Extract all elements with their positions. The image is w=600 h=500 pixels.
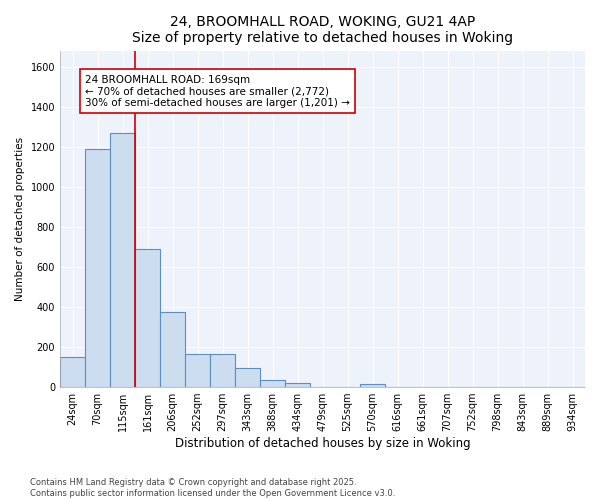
Bar [160, 312, 185, 387]
Bar [260, 380, 285, 387]
Bar [210, 354, 235, 387]
Text: 24 BROOMHALL ROAD: 169sqm
← 70% of detached houses are smaller (2,772)
30% of se: 24 BROOMHALL ROAD: 169sqm ← 70% of detac… [85, 74, 350, 108]
Text: Contains HM Land Registry data © Crown copyright and database right 2025.
Contai: Contains HM Land Registry data © Crown c… [30, 478, 395, 498]
X-axis label: Distribution of detached houses by size in Woking: Distribution of detached houses by size … [175, 437, 470, 450]
Bar [360, 384, 385, 387]
Title: 24, BROOMHALL ROAD, WOKING, GU21 4AP
Size of property relative to detached house: 24, BROOMHALL ROAD, WOKING, GU21 4AP Siz… [132, 15, 513, 45]
Bar [135, 249, 160, 387]
Bar [235, 368, 260, 387]
Bar [185, 354, 210, 387]
Bar [285, 383, 310, 387]
Bar [85, 148, 110, 387]
Y-axis label: Number of detached properties: Number of detached properties [15, 136, 25, 301]
Bar [110, 132, 135, 387]
Bar [60, 358, 85, 387]
